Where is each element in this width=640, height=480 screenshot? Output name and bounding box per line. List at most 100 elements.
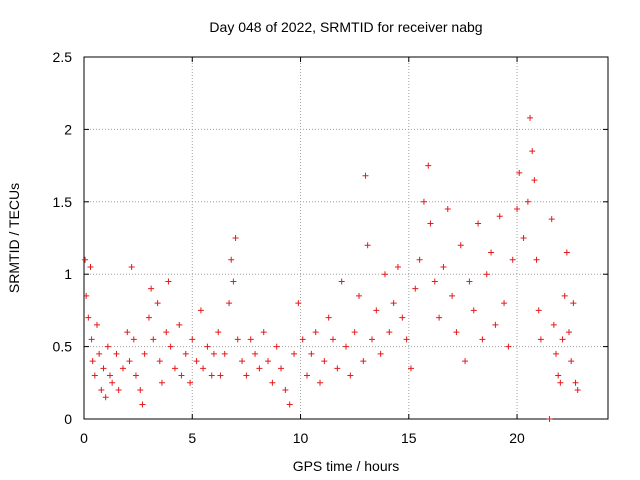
- data-point: [176, 321, 183, 328]
- data-point: [509, 256, 516, 263]
- data-point: [364, 242, 371, 249]
- data-point: [381, 271, 388, 278]
- data-point: [182, 350, 189, 357]
- data-point: [412, 285, 419, 292]
- data-point: [113, 350, 120, 357]
- data-point: [425, 162, 432, 169]
- data-point: [139, 401, 146, 408]
- data-point: [475, 220, 482, 227]
- data-point: [115, 387, 122, 394]
- data-point: [535, 307, 542, 314]
- plot-frame: [83, 56, 609, 420]
- data-point: [394, 263, 401, 270]
- data-point: [137, 387, 144, 394]
- data-point: [128, 263, 135, 270]
- data-point: [531, 177, 538, 184]
- data-point: [570, 300, 577, 307]
- y-tick-label: 0: [64, 411, 72, 427]
- data-point: [343, 343, 349, 350]
- x-axis-label: GPS time / hours: [293, 458, 400, 474]
- data-point: [106, 372, 113, 379]
- data-point: [483, 271, 490, 278]
- data-point: [239, 358, 246, 365]
- data-point: [221, 350, 228, 357]
- data-point: [488, 249, 495, 256]
- data-point: [141, 350, 148, 357]
- data-point: [548, 216, 555, 223]
- data-point: [529, 148, 536, 155]
- y-tick-label: 1: [64, 266, 72, 282]
- data-point: [505, 343, 512, 350]
- data-point: [230, 278, 237, 285]
- data-point: [574, 387, 581, 394]
- data-point: [148, 285, 155, 292]
- data-point: [321, 358, 328, 365]
- data-point: [226, 300, 233, 307]
- data-point: [553, 350, 560, 357]
- y-tick-label: 2: [64, 121, 72, 137]
- data-point: [126, 358, 133, 365]
- data-point: [167, 343, 174, 350]
- data-point: [516, 169, 523, 176]
- data-point: [252, 350, 259, 357]
- data-point: [444, 206, 451, 213]
- data-point: [247, 336, 254, 343]
- data-point: [82, 256, 89, 263]
- data-point: [260, 329, 267, 336]
- data-point: [501, 300, 508, 307]
- data-point: [204, 343, 211, 350]
- data-point: [407, 365, 414, 372]
- data-point: [208, 372, 215, 379]
- data-point: [555, 372, 562, 379]
- data-point: [368, 336, 375, 343]
- data-point: [457, 242, 464, 249]
- data-point: [304, 372, 311, 379]
- data-point: [334, 365, 341, 372]
- data-point: [572, 379, 579, 386]
- data-point: [234, 336, 241, 343]
- data-point: [431, 278, 438, 285]
- data-point: [282, 387, 289, 394]
- data-point: [416, 256, 423, 263]
- data-point: [462, 358, 469, 365]
- data-point: [449, 292, 456, 299]
- data-point: [100, 365, 107, 372]
- data-point: [325, 314, 332, 321]
- data-point: [514, 206, 521, 213]
- data-point: [520, 235, 527, 241]
- data-point: [546, 416, 553, 422]
- data-point: [561, 292, 568, 299]
- data-point: [273, 343, 280, 350]
- data-point: [171, 365, 178, 372]
- data-point: [193, 358, 200, 365]
- y-tick-label: 2.5: [53, 49, 73, 65]
- data-point: [399, 314, 406, 321]
- y-tick-label: 1.5: [53, 194, 73, 210]
- data-point: [150, 336, 157, 343]
- data-point: [228, 256, 235, 263]
- x-tick-label: 10: [293, 430, 309, 446]
- data-point: [403, 336, 410, 343]
- data-point: [360, 358, 367, 365]
- data-point: [308, 350, 315, 357]
- data-point: [154, 300, 161, 307]
- data-point: [91, 372, 98, 379]
- data-point: [265, 358, 272, 365]
- data-point: [312, 329, 319, 336]
- x-tick-label: 0: [80, 430, 88, 446]
- data-point: [347, 372, 354, 379]
- data-point: [145, 314, 152, 321]
- x-tick-label: 5: [188, 430, 196, 446]
- data-point: [338, 278, 345, 285]
- data-point: [243, 372, 250, 379]
- data-point: [299, 336, 306, 343]
- data-point: [453, 329, 460, 336]
- data-point: [178, 372, 185, 379]
- data-point: [217, 372, 224, 379]
- data-point: [89, 358, 96, 365]
- data-point: [524, 198, 531, 205]
- data-point: [479, 336, 486, 343]
- y-axis-label: SRMTID / TECUs: [6, 183, 22, 293]
- data-point: [83, 292, 90, 299]
- data-points: [82, 114, 581, 422]
